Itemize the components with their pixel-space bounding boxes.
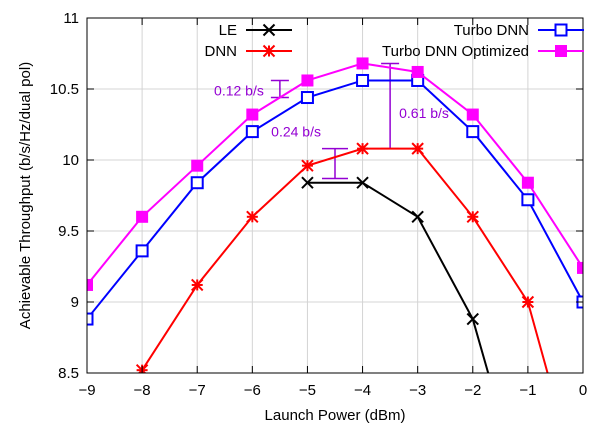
x-axis-label: Launch Power (dBm) xyxy=(265,407,406,424)
marker-stroke xyxy=(262,23,276,37)
data-point xyxy=(136,210,149,223)
legend-marker xyxy=(554,23,568,37)
data-point xyxy=(135,244,149,258)
legend-label: Turbo DNN xyxy=(454,22,529,39)
data-point xyxy=(301,176,314,189)
y-tick-label: 10 xyxy=(62,152,79,169)
plot-frame xyxy=(86,17,584,374)
data-point xyxy=(466,108,479,121)
data-point xyxy=(411,65,424,78)
x-tick-label: −4 xyxy=(354,382,371,399)
data-point xyxy=(301,159,314,172)
marker-stroke xyxy=(301,176,314,189)
legend-entry-2: Turbo DNN xyxy=(454,22,584,39)
x-tick-label: 0 xyxy=(579,382,587,399)
data-point xyxy=(411,142,424,155)
series-0 xyxy=(301,176,490,373)
data-point xyxy=(521,176,534,189)
series-line xyxy=(87,79,583,320)
y-axis-label: Achievable Throughput (b/s/Hz/dual pol) xyxy=(17,62,34,329)
annotation-label: 0.61 b/s xyxy=(399,105,449,121)
data-point xyxy=(87,278,93,291)
data-point xyxy=(521,193,535,207)
legend-entry-3: Turbo DNN Optimized xyxy=(382,43,584,60)
data-point xyxy=(466,210,479,224)
data-point xyxy=(246,108,259,121)
data-point xyxy=(466,312,479,326)
x-tick-label: −6 xyxy=(244,382,261,399)
x-tick-label: −5 xyxy=(299,382,316,399)
legend-marker xyxy=(262,44,276,58)
x-tick-label: −3 xyxy=(409,382,426,399)
y-tick-label: 11 xyxy=(63,10,79,27)
data-point xyxy=(191,278,204,292)
marker-stroke xyxy=(356,176,369,189)
y-tick-label: 10.5 xyxy=(50,81,79,98)
y-tick-label: 9.5 xyxy=(58,223,79,240)
series-line xyxy=(87,62,583,286)
legend-marker xyxy=(262,23,276,37)
x-tick-label: −2 xyxy=(464,382,481,399)
data-point xyxy=(521,295,535,309)
y-tick-label: 8.5 xyxy=(58,365,79,382)
data-point xyxy=(356,176,369,189)
data-point xyxy=(356,142,369,155)
data-point xyxy=(356,73,370,87)
legend-label: DNN xyxy=(205,43,238,60)
legend-marker xyxy=(555,45,567,57)
series-group xyxy=(87,57,583,373)
data-point xyxy=(356,57,369,70)
data-point xyxy=(411,210,424,224)
y-tick-label: 9 xyxy=(71,294,79,311)
marker-stroke xyxy=(411,210,424,224)
data-point xyxy=(300,91,314,105)
marker-stroke xyxy=(466,312,479,326)
legend-label: LE xyxy=(219,22,237,39)
x-tick-label: −9 xyxy=(78,382,95,399)
annotation-label: 0.24 b/s xyxy=(271,124,321,140)
legend-label: Turbo DNN Optimized xyxy=(382,43,529,60)
legend-entry-1: DNN xyxy=(205,43,292,60)
series-2 xyxy=(87,73,583,326)
data-point xyxy=(87,312,94,326)
x-tick-label: −8 xyxy=(134,382,151,399)
data-point xyxy=(577,261,583,274)
data-point xyxy=(190,176,204,190)
gap-bracket xyxy=(322,147,348,180)
legend: LE DNN Turbo DNN Turbo DNN Optimized xyxy=(205,22,584,60)
data-point xyxy=(246,210,259,224)
x-tick-label: −7 xyxy=(189,382,206,399)
data-point xyxy=(191,159,204,172)
annotation-group: 0.12 b/s 0.24 b/s 0.61 b/s xyxy=(214,62,449,180)
data-point xyxy=(245,125,259,139)
legend-entry-0: LE xyxy=(219,22,292,39)
tick-group: −9 −8 −7 −6 −5 −4 −3 −2 −1 0 8.5 9 9.5 10 10.5 11 xyxy=(50,10,587,399)
x-tick-label: −1 xyxy=(519,382,536,399)
series-3 xyxy=(87,57,583,291)
data-point xyxy=(466,125,480,139)
series-line xyxy=(139,147,549,373)
annotation-label: 0.12 b/s xyxy=(214,82,264,98)
data-point xyxy=(301,74,314,87)
